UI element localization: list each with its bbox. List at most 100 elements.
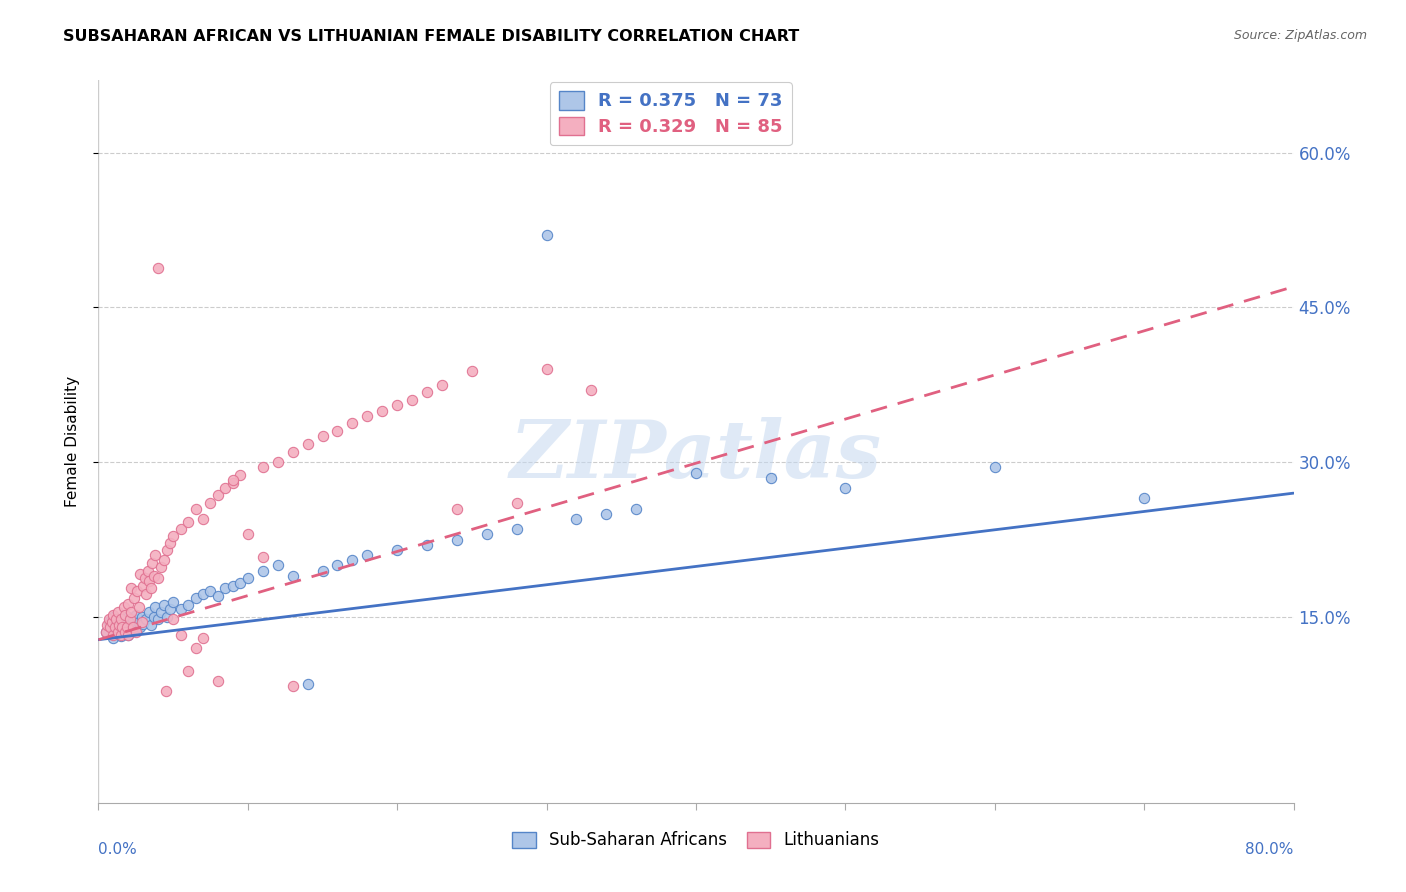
Point xyxy=(297,677,319,691)
Point xyxy=(108,618,131,632)
Point xyxy=(342,553,364,567)
Point xyxy=(114,607,136,622)
Point xyxy=(401,393,423,408)
Point xyxy=(169,601,191,615)
Point xyxy=(229,576,252,591)
Point xyxy=(759,471,782,485)
Point xyxy=(103,631,125,645)
Point xyxy=(110,615,132,630)
Point xyxy=(111,623,134,637)
Point xyxy=(101,620,124,634)
Point xyxy=(984,460,1007,475)
Point xyxy=(148,612,170,626)
Point xyxy=(104,623,127,637)
Point xyxy=(162,594,184,608)
Point xyxy=(416,538,439,552)
Point xyxy=(155,684,177,698)
Point xyxy=(139,581,162,595)
Point xyxy=(105,618,128,632)
Point xyxy=(222,473,245,487)
Point xyxy=(326,424,349,438)
Point xyxy=(356,548,378,562)
Point xyxy=(153,553,176,567)
Point xyxy=(416,384,439,399)
Point xyxy=(297,436,319,450)
Point xyxy=(159,535,181,549)
Point xyxy=(214,481,236,495)
Point xyxy=(104,620,127,634)
Point xyxy=(184,591,207,606)
Point xyxy=(685,466,707,480)
Point xyxy=(112,599,135,614)
Point xyxy=(150,560,173,574)
Point xyxy=(1133,491,1156,506)
Point xyxy=(110,627,132,641)
Point xyxy=(148,261,170,276)
Point xyxy=(177,664,200,678)
Point xyxy=(112,618,135,632)
Point xyxy=(385,542,409,557)
Point xyxy=(101,615,124,630)
Point xyxy=(267,558,290,573)
Point xyxy=(236,571,259,585)
Point xyxy=(132,579,155,593)
Point xyxy=(229,467,252,482)
Point xyxy=(114,625,136,640)
Point xyxy=(311,429,333,443)
Point xyxy=(446,533,468,547)
Point xyxy=(125,607,148,622)
Point xyxy=(222,475,245,490)
Point xyxy=(110,629,132,643)
Point xyxy=(121,612,143,626)
Point xyxy=(97,612,120,626)
Point xyxy=(581,383,603,397)
Point xyxy=(191,587,214,601)
Point xyxy=(252,550,274,565)
Point xyxy=(128,599,150,614)
Point xyxy=(114,612,136,626)
Point xyxy=(236,527,259,541)
Point xyxy=(141,557,163,571)
Point xyxy=(252,460,274,475)
Point xyxy=(169,627,191,641)
Point xyxy=(132,617,155,632)
Point xyxy=(536,228,558,243)
Point xyxy=(356,409,378,423)
Text: Source: ZipAtlas.com: Source: ZipAtlas.com xyxy=(1233,29,1367,42)
Point xyxy=(105,612,128,626)
Point xyxy=(342,416,364,430)
Point xyxy=(118,612,141,626)
Point xyxy=(430,377,453,392)
Point xyxy=(184,640,207,655)
Point xyxy=(177,598,200,612)
Point xyxy=(143,548,166,562)
Point xyxy=(129,620,152,634)
Point xyxy=(121,620,143,634)
Point xyxy=(626,501,648,516)
Point xyxy=(118,623,141,637)
Point xyxy=(371,403,394,417)
Point xyxy=(281,445,304,459)
Point xyxy=(207,488,229,502)
Point xyxy=(94,625,117,640)
Point xyxy=(108,620,131,634)
Point xyxy=(117,597,139,611)
Point xyxy=(148,571,170,585)
Point xyxy=(129,566,152,581)
Point xyxy=(156,542,179,557)
Point xyxy=(461,364,484,378)
Point xyxy=(475,527,498,541)
Point xyxy=(267,455,290,469)
Point xyxy=(107,605,129,619)
Point xyxy=(96,618,118,632)
Point xyxy=(252,564,274,578)
Point xyxy=(128,615,150,630)
Point xyxy=(184,501,207,516)
Point xyxy=(138,605,160,619)
Point xyxy=(94,625,117,640)
Point xyxy=(385,398,409,412)
Point xyxy=(162,529,184,543)
Point xyxy=(124,591,146,606)
Point xyxy=(281,679,304,693)
Point xyxy=(103,610,125,624)
